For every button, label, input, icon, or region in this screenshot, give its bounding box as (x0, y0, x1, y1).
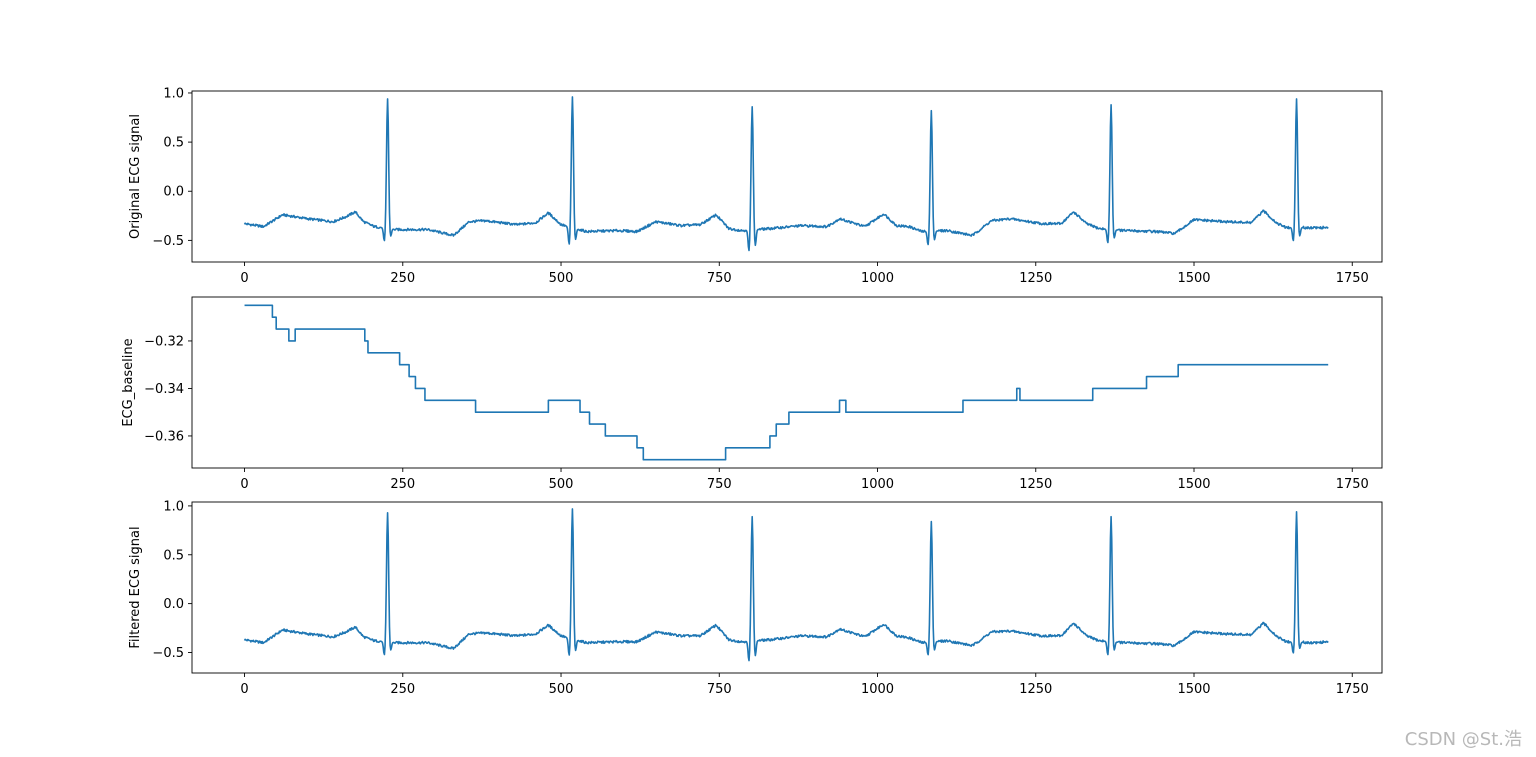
x-tick-label: 250 (390, 477, 415, 492)
y-tick-label: 0.0 (163, 185, 184, 200)
y-tick-label: −0.5 (152, 234, 184, 249)
axes-frame (191, 501, 1383, 674)
watermark: CSDN @St.浩 (1404, 729, 1522, 750)
x-tick-label: 750 (707, 682, 732, 697)
series-line (243, 508, 1329, 662)
x-tick-label: 1500 (1177, 477, 1210, 492)
y-tick-label: 0.5 (163, 136, 184, 151)
x-tick-label: 1750 (1336, 477, 1369, 492)
x-tick-label: 750 (707, 477, 732, 492)
x-tick-label: 1250 (1019, 477, 1052, 492)
x-tick-label: 250 (390, 271, 415, 286)
axes-frame (191, 90, 1383, 263)
axes-frame (191, 296, 1383, 469)
subplot-3: 0 250 500 750 1000 1250 1500 1750 −0.5 0.0 0.5 1.0 F… (128, 499, 1383, 697)
x-tick-label: 0 (240, 477, 248, 492)
x-tick-label: 500 (549, 477, 574, 492)
x-tick-label: 250 (390, 682, 415, 697)
subplot-1: 0 250 500 750 1000 1250 1500 1750 −0.5 0.0 0.5 1.0 O… (128, 86, 1383, 286)
x-tick-label: 750 (707, 271, 732, 286)
x-tick-label: 500 (549, 682, 574, 697)
y-axis-label: Filtered ECG signal (128, 526, 143, 648)
subplot-2: 0 250 500 750 1000 1250 1500 1750 −0.36 −0.34 −0.3… (121, 296, 1383, 492)
x-tick-label: 1500 (1177, 682, 1210, 697)
y-axis-label: Original ECG signal (128, 114, 143, 239)
series-line (243, 96, 1329, 252)
x-tick-label: 1000 (861, 477, 894, 492)
x-tick-label: 500 (549, 271, 574, 286)
x-tick-label: 1750 (1336, 682, 1369, 697)
x-tick-label: 1000 (861, 271, 894, 286)
y-tick-label: −0.34 (144, 382, 184, 397)
x-tick-label: 1250 (1019, 271, 1052, 286)
x-tick-label: 0 (240, 271, 248, 286)
y-tick-label: −0.32 (144, 334, 184, 349)
x-tick-label: 1250 (1019, 682, 1052, 697)
series-line (244, 304, 1329, 461)
x-tick-label: 1750 (1336, 271, 1369, 286)
x-tick-label: 1000 (861, 682, 894, 697)
x-tick-label: 1500 (1177, 271, 1210, 286)
x-tick-label: 0 (240, 682, 248, 697)
y-tick-label: 0.0 (163, 597, 184, 612)
y-tick-label: −0.5 (152, 646, 184, 661)
y-axis-label: ECG_baseline (121, 338, 136, 426)
y-tick-label: −0.36 (144, 429, 184, 444)
y-tick-label: 1.0 (163, 86, 184, 101)
y-tick-label: 0.5 (163, 548, 184, 563)
y-tick-label: 1.0 (163, 499, 184, 514)
